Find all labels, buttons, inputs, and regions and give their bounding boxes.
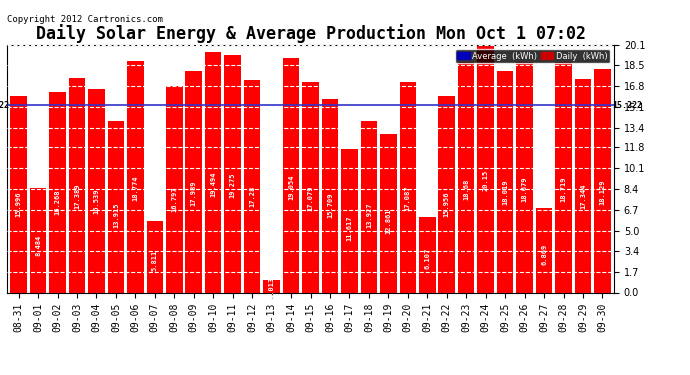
Bar (10, 96, 27, 292)
Bar (146, 221, 163, 292)
Text: 17.079: 17.079 (308, 185, 313, 211)
Text: Copyright 2012 Cartronics.com: Copyright 2012 Cartronics.com (7, 15, 163, 24)
Bar (186, 71, 202, 292)
Bar (380, 134, 397, 292)
Text: 15.996: 15.996 (16, 191, 21, 217)
Bar (264, 280, 280, 292)
Bar (361, 121, 377, 292)
Text: 8.484: 8.484 (35, 235, 41, 256)
Text: 16.268: 16.268 (55, 190, 61, 215)
Text: 18.774: 18.774 (132, 176, 139, 201)
Bar (166, 86, 183, 292)
Bar (477, 44, 494, 292)
Text: 18.019: 18.019 (502, 180, 508, 206)
Bar (458, 63, 475, 292)
Text: 19.054: 19.054 (288, 174, 294, 200)
Text: 16.797: 16.797 (171, 187, 177, 212)
Bar (283, 58, 299, 292)
Text: 17.344: 17.344 (580, 184, 586, 209)
Bar (69, 78, 86, 292)
Bar (516, 63, 533, 292)
Bar (555, 62, 572, 292)
Text: 15.956: 15.956 (444, 191, 450, 217)
Text: 1.013: 1.013 (268, 276, 275, 297)
Text: 11.617: 11.617 (346, 215, 353, 241)
Text: 18.719: 18.719 (560, 176, 566, 201)
Bar (341, 150, 357, 292)
Bar (224, 55, 241, 292)
Legend: Average  (kWh), Daily  (kWh): Average (kWh), Daily (kWh) (455, 49, 610, 63)
Text: 16.539: 16.539 (93, 188, 99, 214)
Bar (497, 70, 513, 292)
Text: 6.107: 6.107 (424, 248, 431, 269)
Bar (88, 89, 105, 292)
Bar (127, 62, 144, 292)
Text: 18.679: 18.679 (522, 176, 528, 202)
Text: 20.15: 20.15 (482, 170, 489, 192)
Bar (419, 217, 435, 292)
Text: 18.68: 18.68 (463, 178, 469, 200)
Bar (400, 82, 416, 292)
Text: 19.275: 19.275 (230, 173, 236, 198)
Title: Daily Solar Energy & Average Production Mon Oct 1 07:02: Daily Solar Energy & Average Production … (35, 24, 586, 44)
Bar (594, 69, 611, 292)
Text: 18.129: 18.129 (600, 179, 605, 205)
Bar (49, 92, 66, 292)
Text: 15.222: 15.222 (612, 100, 642, 109)
Bar (30, 188, 46, 292)
Bar (322, 99, 338, 292)
Bar (205, 53, 221, 292)
Text: 13.927: 13.927 (366, 202, 372, 228)
Bar (302, 82, 319, 292)
Bar (244, 80, 260, 292)
Text: 17.989: 17.989 (190, 180, 197, 206)
Text: 6.869: 6.869 (541, 244, 547, 265)
Bar (108, 121, 124, 292)
Text: 17.389: 17.389 (74, 183, 80, 209)
Text: 19.494: 19.494 (210, 172, 216, 197)
Text: 13.915: 13.915 (113, 202, 119, 228)
Text: 15.709: 15.709 (327, 193, 333, 218)
Bar (438, 96, 455, 292)
Text: 17.087: 17.087 (405, 185, 411, 211)
Text: 17.28: 17.28 (249, 186, 255, 207)
Bar (535, 208, 552, 292)
Bar (575, 79, 591, 292)
Text: 15.222: 15.222 (0, 100, 9, 109)
Text: 12.861: 12.861 (385, 209, 391, 234)
Text: 5.811: 5.811 (152, 250, 158, 271)
